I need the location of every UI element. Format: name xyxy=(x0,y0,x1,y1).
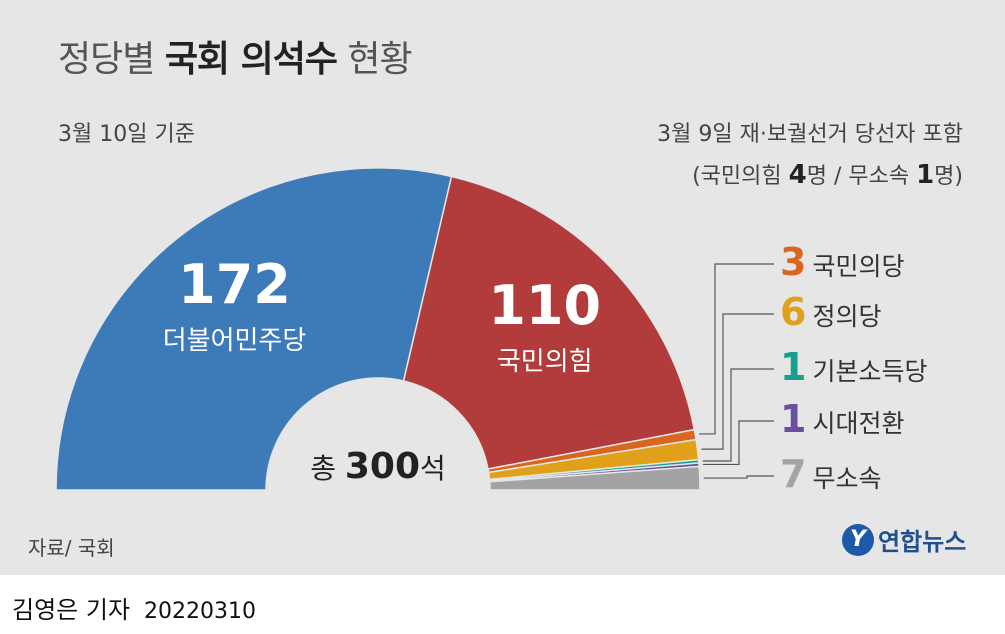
leader-line-party-4 xyxy=(702,368,774,462)
chart-title: 정당별 국회 의석수 현황 xyxy=(58,39,413,80)
legend-item-party-6: 7 무소속 xyxy=(780,452,882,496)
yonhap-logo: Y 연합뉴스 xyxy=(842,522,966,557)
legend-value: 1 xyxy=(780,397,807,441)
byline-date: 20220310 xyxy=(144,599,257,624)
yonhap-logo-icon: Y xyxy=(842,523,874,556)
legend-label: 정의당 xyxy=(812,302,882,331)
legend-value: 1 xyxy=(780,345,807,389)
byline: 김영은 기자 20220310 xyxy=(12,590,256,625)
legend-label: 국민의당 xyxy=(812,252,905,281)
legend-label: 무소속 xyxy=(812,464,882,493)
legend-item-party-4: 1 기본소득당 xyxy=(780,345,928,389)
legend-item-party-5: 1 시대전환 xyxy=(780,397,905,441)
legend-label: 기본소득당 xyxy=(812,357,928,386)
slice-party-6 xyxy=(488,465,701,491)
leader-line-party-6 xyxy=(703,475,774,479)
source-note: 자료/ 국회 xyxy=(28,536,115,560)
leader-line-party-3 xyxy=(701,313,774,450)
legend-value: 7 xyxy=(780,452,807,496)
slice-party-0 xyxy=(55,167,453,491)
slice-party-1 xyxy=(402,175,696,470)
note-line-2: (국민의힘 4명 / 무소속 1명) xyxy=(692,160,963,190)
slice-name-party-0: 더불어민주당 xyxy=(163,326,307,356)
legend-item-party-2: 3 국민의당 xyxy=(780,240,905,284)
slice-value-party-1: 110 xyxy=(488,274,601,337)
note-line-1: 3월 9일 재·보궐선거 당선자 포함 xyxy=(657,122,963,147)
seat-chart: 172 더불어민주당 110 국민의힘 총 300석 xyxy=(55,167,774,491)
yonhap-logo-text: 연합뉴스 xyxy=(878,528,967,556)
legend-label: 시대전환 xyxy=(812,409,905,438)
legend-item-party-3: 6 정의당 xyxy=(780,290,882,334)
leader-line-party-2 xyxy=(699,263,774,435)
basis-date: 3월 10일 기준 xyxy=(58,122,195,147)
byline-author: 김영은 기자 xyxy=(12,596,131,624)
slice-name-party-1: 국민의힘 xyxy=(497,347,593,377)
total-seats-label: 총 300석 xyxy=(310,446,446,487)
leader-line-party-5 xyxy=(702,420,774,466)
legend-value: 3 xyxy=(780,240,807,284)
slice-value-party-0: 172 xyxy=(178,253,291,316)
legend-value: 6 xyxy=(780,290,807,334)
